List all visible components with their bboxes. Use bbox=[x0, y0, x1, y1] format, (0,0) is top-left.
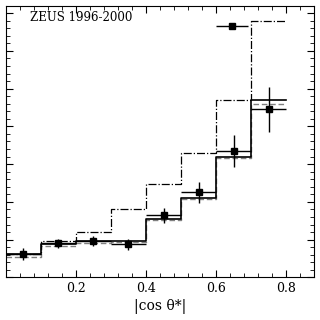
X-axis label: |cos θ*|: |cos θ*| bbox=[134, 300, 186, 315]
Text: ZEUS 1996-2000: ZEUS 1996-2000 bbox=[30, 11, 133, 24]
